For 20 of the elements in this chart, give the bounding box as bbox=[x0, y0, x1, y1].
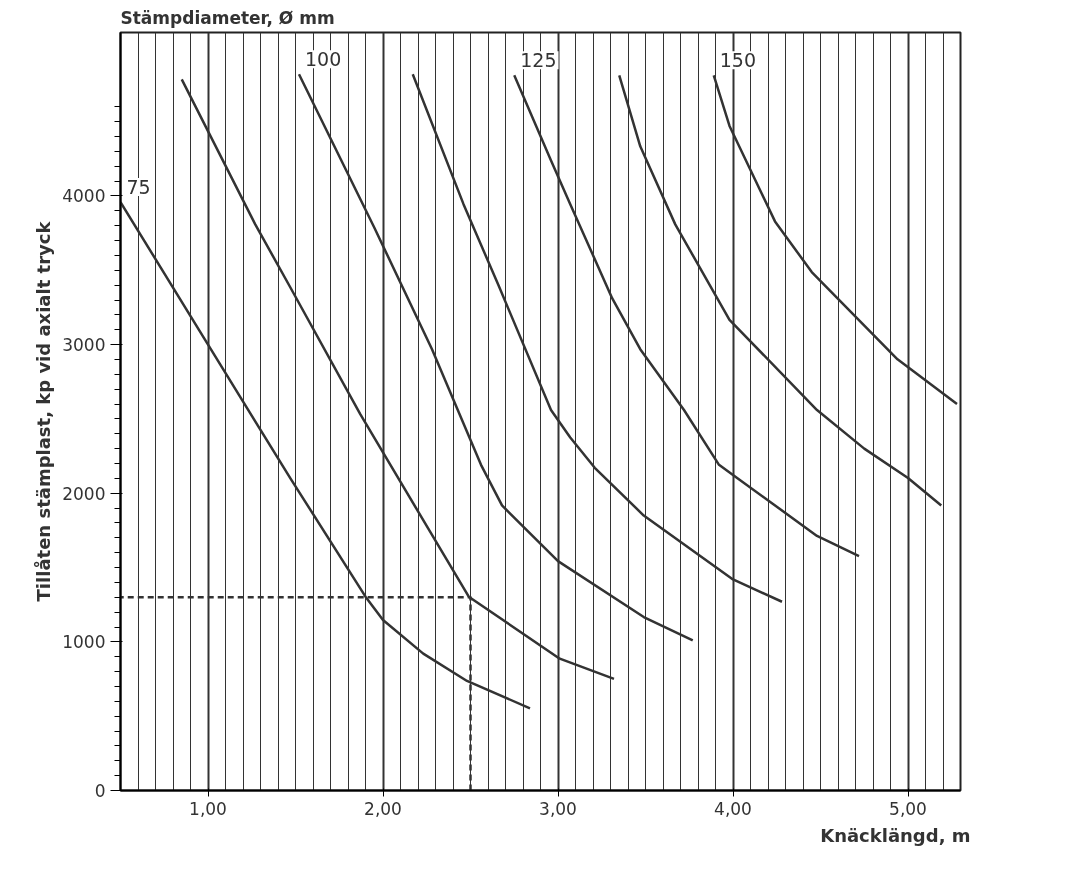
y-tick-label: 4000 bbox=[62, 186, 106, 207]
line-series bbox=[411, 73, 784, 603]
y-axis-title: Tillåten stämplast, kp vid axialt tryck bbox=[33, 220, 55, 602]
x-tick-label: 2,00 bbox=[364, 798, 402, 819]
y-tick-label: 2000 bbox=[62, 483, 106, 504]
x-tick-label: 4,00 bbox=[714, 798, 752, 819]
chart-title: Stämpdiameter, Ø mm bbox=[120, 7, 335, 28]
series-label: 150 bbox=[719, 49, 757, 72]
series-label: 75 bbox=[126, 176, 151, 199]
y-tick-label: 0 bbox=[94, 781, 106, 801]
x-tick-label: 1,00 bbox=[189, 798, 227, 819]
line-series bbox=[297, 73, 694, 642]
y-tick-label: 3000 bbox=[62, 335, 106, 356]
series-label: 100 bbox=[305, 48, 342, 71]
x-tick-label: 3,00 bbox=[539, 798, 577, 819]
x-tick-label: 5,00 bbox=[889, 798, 927, 819]
y-tick-label: 1000 bbox=[62, 632, 106, 653]
x-axis-title: Knäcklängd, m bbox=[820, 824, 971, 846]
line-series bbox=[513, 74, 861, 558]
series-label: 125 bbox=[520, 49, 557, 72]
